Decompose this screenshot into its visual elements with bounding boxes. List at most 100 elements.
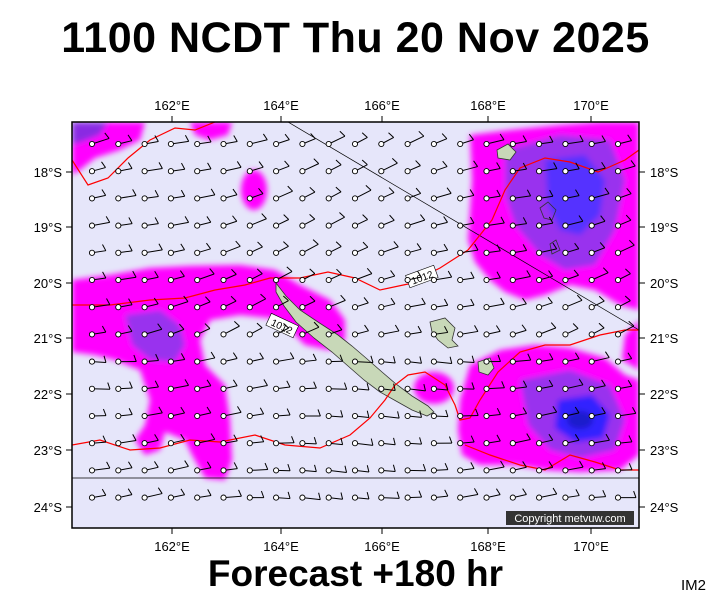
wind-barb <box>562 489 580 501</box>
wind-barb <box>509 189 532 202</box>
wind-barb <box>536 461 554 474</box>
wind-barb <box>325 492 344 501</box>
wind-barb <box>614 268 631 284</box>
wind-barb <box>351 383 370 392</box>
wind-barb <box>509 380 528 392</box>
wind-barb <box>325 410 344 420</box>
wind-barb <box>246 379 268 392</box>
wind-barb <box>246 462 269 474</box>
wind-barb <box>457 160 479 175</box>
wind-barb <box>509 461 527 474</box>
wind-barb <box>141 406 163 420</box>
lat-label-right-23: 23°S <box>650 443 679 458</box>
wind-barb <box>430 409 449 420</box>
wind-barb <box>325 159 342 175</box>
wind-barb <box>614 295 631 311</box>
wind-barb <box>483 381 505 392</box>
wind-barb <box>614 463 633 474</box>
wind-barb <box>273 491 291 501</box>
wind-barb <box>457 355 475 365</box>
wind-barb <box>88 132 110 148</box>
lon-label-top-168: 168°E <box>470 98 506 113</box>
lon-label-top-164: 164°E <box>263 98 299 113</box>
longitude-ticks <box>171 116 592 534</box>
wind-barb <box>246 435 265 447</box>
wind-barb <box>404 356 422 365</box>
wind-barb <box>167 460 189 474</box>
wind-barb <box>614 352 633 365</box>
wind-barb <box>351 438 374 447</box>
rain-area-northeast-core <box>545 155 605 235</box>
wind-barb <box>273 295 289 311</box>
rain-area-west-core <box>125 310 185 362</box>
rain-area-nw-core <box>72 122 108 145</box>
wind-barb <box>88 382 111 392</box>
wind-barb <box>299 133 316 148</box>
wind-barb <box>378 241 399 256</box>
wind-barb <box>273 463 291 474</box>
wind-barb <box>562 162 580 175</box>
wind-barb <box>194 433 216 447</box>
wind-barb <box>536 353 554 365</box>
wind-barb <box>509 162 528 175</box>
wind-barb <box>273 322 289 338</box>
wind-barb <box>325 212 345 229</box>
wind-barb <box>194 461 212 474</box>
wind-barb <box>483 297 505 311</box>
wind-barb <box>351 267 373 284</box>
wind-barb <box>88 271 107 284</box>
wind-barb <box>509 297 527 311</box>
wind-barb <box>457 382 475 392</box>
wind-barb <box>115 434 137 447</box>
ne-reef-2 <box>549 239 561 255</box>
wind-barb <box>115 461 133 474</box>
wind-barb <box>246 407 265 420</box>
wind-barb <box>141 190 159 202</box>
wind-barb <box>220 352 238 365</box>
wind-barb <box>614 214 632 229</box>
wind-barb <box>220 406 242 420</box>
wind-barb <box>483 325 501 338</box>
wind-barb <box>588 351 610 365</box>
wind-barb <box>483 133 505 148</box>
wind-barb <box>536 487 558 501</box>
wind-barb <box>273 436 295 447</box>
lat-label-left-24: 24°S <box>34 500 63 515</box>
wind-barb <box>483 271 501 284</box>
wind-barb <box>220 240 241 256</box>
image-code: IM2 <box>681 577 707 594</box>
wind-barb <box>325 465 348 474</box>
isobar-center <box>72 149 639 306</box>
wind-barb <box>483 189 501 202</box>
wind-barb <box>378 464 396 474</box>
wind-barb <box>220 489 242 501</box>
wind-barb <box>141 487 163 501</box>
wind-barb <box>536 189 554 202</box>
wind-barb <box>378 324 400 338</box>
lat-label-left-20: 20°S <box>34 276 63 291</box>
wind-barb <box>614 435 633 447</box>
wind-barb <box>430 187 452 202</box>
wind-barb <box>115 217 133 229</box>
rain-area-north <box>190 122 232 140</box>
wind-barb <box>273 241 289 256</box>
wind-barb <box>562 269 579 284</box>
wind-barb <box>614 406 637 420</box>
wind-barb <box>88 408 107 420</box>
wind-barb <box>115 354 137 365</box>
wind-barb <box>614 134 633 148</box>
wind-barb <box>299 158 320 175</box>
wind-barb <box>562 215 584 229</box>
wind-barb <box>351 465 370 474</box>
rain-area-small <box>241 170 267 210</box>
lat-label-left-21: 21°S <box>34 331 63 346</box>
wind-barb <box>378 411 400 420</box>
wind-barb <box>588 379 606 392</box>
wind-barb <box>351 132 368 148</box>
wind-barb <box>141 297 159 311</box>
wind-barb <box>351 355 374 365</box>
wind-barb <box>536 297 553 311</box>
wind-barb <box>299 409 321 420</box>
wind-barb <box>220 161 242 175</box>
wind-barb <box>430 489 449 501</box>
